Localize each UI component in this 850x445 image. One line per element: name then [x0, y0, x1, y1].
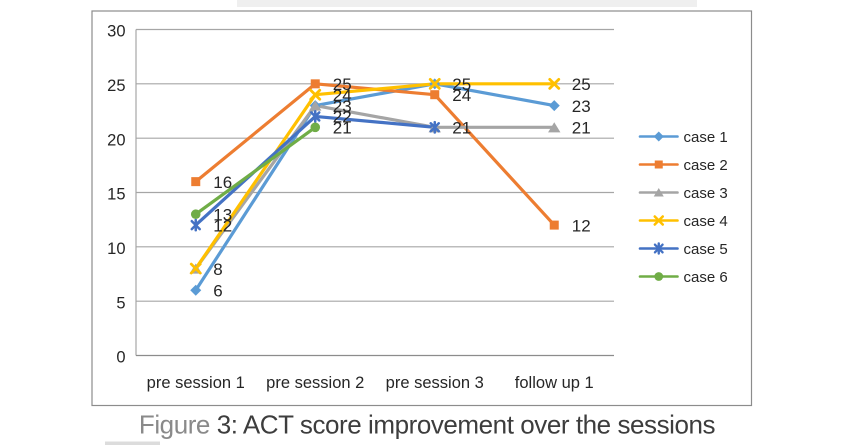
- svg-text:pre session 3: pre session 3: [386, 374, 484, 392]
- svg-text:case 1: case 1: [684, 129, 728, 146]
- svg-text:5: 5: [116, 294, 125, 312]
- svg-text:25: 25: [452, 75, 471, 94]
- svg-text:24: 24: [333, 86, 352, 105]
- svg-text:21: 21: [333, 119, 352, 138]
- svg-text:30: 30: [107, 23, 125, 41]
- svg-text:Figure 3: ACT score improvemen: Figure 3: ACT score improvement over the…: [139, 410, 716, 440]
- svg-text:15: 15: [107, 186, 125, 204]
- svg-text:case 3: case 3: [684, 185, 728, 202]
- svg-text:follow up 1: follow up 1: [515, 374, 594, 392]
- svg-text:pre session 2: pre session 2: [266, 374, 364, 392]
- svg-text:case 4: case 4: [684, 213, 728, 230]
- svg-text:case 2: case 2: [684, 157, 728, 174]
- svg-text:25: 25: [333, 75, 352, 94]
- svg-text:case 6: case 6: [684, 269, 728, 286]
- svg-text:13: 13: [213, 205, 232, 224]
- svg-text:pre session 1: pre session 1: [147, 374, 245, 392]
- svg-text:20: 20: [107, 131, 125, 149]
- svg-text:21: 21: [452, 119, 471, 138]
- svg-text:8: 8: [213, 260, 222, 279]
- svg-text:22: 22: [333, 108, 352, 127]
- svg-text:24: 24: [452, 86, 471, 105]
- svg-text:10: 10: [107, 240, 125, 258]
- svg-text:6: 6: [213, 282, 222, 301]
- svg-text:25: 25: [572, 75, 591, 94]
- svg-text:12: 12: [572, 216, 591, 235]
- svg-text:25: 25: [107, 77, 125, 95]
- svg-text:0: 0: [116, 349, 125, 367]
- svg-text:12: 12: [213, 216, 232, 235]
- svg-text:23: 23: [572, 97, 591, 116]
- svg-text:case 5: case 5: [684, 241, 728, 258]
- svg-text:21: 21: [572, 119, 591, 138]
- svg-text:16: 16: [213, 173, 232, 192]
- svg-text:23: 23: [333, 97, 352, 116]
